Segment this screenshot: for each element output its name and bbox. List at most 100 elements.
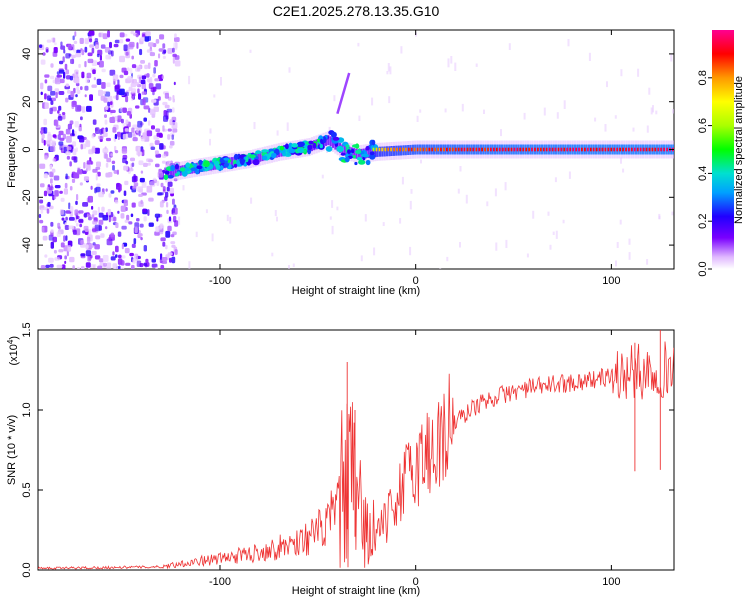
spectrogram-noise-cell: [52, 158, 56, 162]
spectrogram-noise-cell: [117, 210, 120, 214]
snr-y-tick-label: 0.5: [21, 482, 33, 497]
spectrogram-noise-cell: [110, 256, 116, 261]
spectrogram-noise-cell: [75, 104, 82, 112]
spectrogram-noise-cell: [100, 44, 106, 49]
spectrogram-noise-cell: [92, 168, 98, 173]
spectrogram-noise-cell: [124, 248, 130, 254]
spectrogram-noise-cell: [132, 258, 136, 264]
spectrogram-glow: [385, 146, 389, 157]
spectrogram-noise-cell: [119, 74, 124, 79]
colorbar: 0.0 0.2 0.4 0.6 0.8 Normalized spectral ampl…: [697, 30, 745, 277]
spectrogram-noise-cell: [74, 31, 77, 37]
spectrogram-noise-cell: [80, 253, 86, 257]
spectrogram-noise-cell: [92, 220, 98, 225]
spectrogram-noise-cell: [132, 95, 135, 100]
spectrogram-noise-cell: [220, 77, 222, 86]
spectrogram-noise-cell: [131, 264, 135, 269]
spectrogram-blob: [164, 170, 170, 175]
spectrogram-noise-cell: [109, 101, 113, 106]
spectrogram-glow: [456, 144, 459, 155]
spectrogram-noise-cell: [66, 155, 70, 160]
spectrogram-noise-cell: [120, 213, 125, 219]
spectrogram-carrier: [578, 147, 580, 152]
spectrogram-carrier: [630, 147, 633, 152]
spectrogram-glow: [540, 144, 544, 155]
spectrogram-noise-cell: [628, 238, 631, 245]
spectrogram-glow: [231, 157, 234, 168]
spectrogram-noise-cell: [121, 148, 128, 154]
spectrogram-noise-cell: [92, 210, 98, 216]
spectrogram-noise-cell: [388, 96, 391, 104]
spectrogram-noise-cell: [124, 128, 129, 132]
spectrogram-noise-cell: [101, 206, 105, 212]
spectrogram-carrier: [422, 147, 425, 152]
spectrogram-noise-cell: [113, 170, 118, 174]
spectrogram-noise-cell: [97, 206, 100, 213]
spectrogram-noise-cell: [162, 101, 168, 106]
spectrogram-blob: [365, 159, 371, 166]
spectrogram-noise-cell: [77, 267, 80, 269]
spectrogram-noise-cell: [65, 69, 69, 75]
spectrogram-noise-cell: [44, 74, 50, 78]
spectrogram-noise-cell: [72, 129, 75, 136]
spectrogram-carrier: [469, 147, 472, 152]
spectrogram-noise-cell: [151, 263, 158, 268]
spectrogram-noise-cell: [157, 192, 164, 196]
spectrogram-noise-cell: [143, 105, 150, 110]
spectrogram-noise-cell: [124, 219, 130, 223]
spectrogram-blob: [371, 139, 376, 146]
spectrogram-noise-cell: [410, 189, 413, 194]
spectrogram-noise-cell: [54, 42, 57, 46]
spectrogram-noise-cell: [81, 49, 85, 56]
spectrogram-noise-cell: [126, 67, 130, 72]
spectrogram-noise-cell: [166, 209, 169, 214]
snr-y-multiplier: (x104): [6, 336, 20, 366]
spectrogram-noise-cell: [134, 222, 140, 228]
spectrogram-noise-cell: [159, 201, 164, 208]
spectrogram-noise-cell: [104, 146, 107, 150]
spectrogram-noise-cell: [146, 185, 153, 193]
spectrogram-carrier: [560, 147, 563, 152]
spectrogram-noise-cell: [44, 93, 47, 100]
spectrogram-carrier: [493, 147, 495, 152]
spectrogram-blob: [344, 156, 350, 163]
spectrogram-noise-cell: [146, 49, 153, 53]
spectrogram-noise-cell: [132, 133, 136, 137]
spectrogram-carrier: [431, 147, 434, 152]
spectrogram-noise-cell: [50, 90, 56, 96]
spectrogram-noise-cell: [62, 56, 65, 63]
spectrogram-noise-cell: [137, 67, 140, 72]
spectrogram-noise-cell: [136, 42, 139, 49]
spectrogram-noise-cell: [167, 48, 173, 54]
spectrogram-glow: [329, 136, 332, 147]
spectrogram-noise-cell: [91, 205, 94, 210]
spectrogram-glow: [573, 144, 576, 155]
spectrogram-noise-cell: [75, 94, 78, 98]
spectrogram-noise-cell: [155, 226, 160, 233]
spectrogram-noise-cell: [94, 187, 97, 194]
spectrogram-noise-cell: [105, 127, 108, 132]
colorbar-gradient: [712, 30, 734, 269]
spectrogram-carrier: [393, 147, 395, 152]
spectrogram-glow: [397, 145, 400, 156]
spectrogram-blob: [261, 149, 269, 153]
spectrogram-noise-cell: [543, 107, 546, 116]
spectrogram-noise-cell: [646, 125, 649, 133]
spectrogram-panel: -100 0 100 -40 -20 0 20 40 Height of straight …: [6, 29, 675, 297]
spectrogram-noise-cell: [85, 168, 88, 172]
spectrogram-blob: [170, 164, 176, 172]
spectrogram-noise-cell: [114, 39, 120, 44]
spectrogram-noise-cell: [78, 63, 81, 68]
spectrogram-carrier: [375, 147, 378, 152]
spectrogram-noise-cell: [53, 47, 58, 54]
spectrogram-carrier: [510, 147, 513, 152]
spectrogram-noise-cell: [155, 128, 161, 133]
spectrogram-noise-cell: [54, 77, 61, 85]
spectrogram-noise-cell: [56, 231, 61, 237]
spectrogram-blob: [196, 165, 203, 170]
spectrogram-glow: [378, 146, 382, 157]
spectrogram-carrier: [592, 147, 595, 152]
spectrogram-noise-cell: [60, 41, 63, 47]
spectrogram-noise-cell: [65, 97, 69, 103]
spectrogram-noise-cell: [486, 201, 489, 207]
